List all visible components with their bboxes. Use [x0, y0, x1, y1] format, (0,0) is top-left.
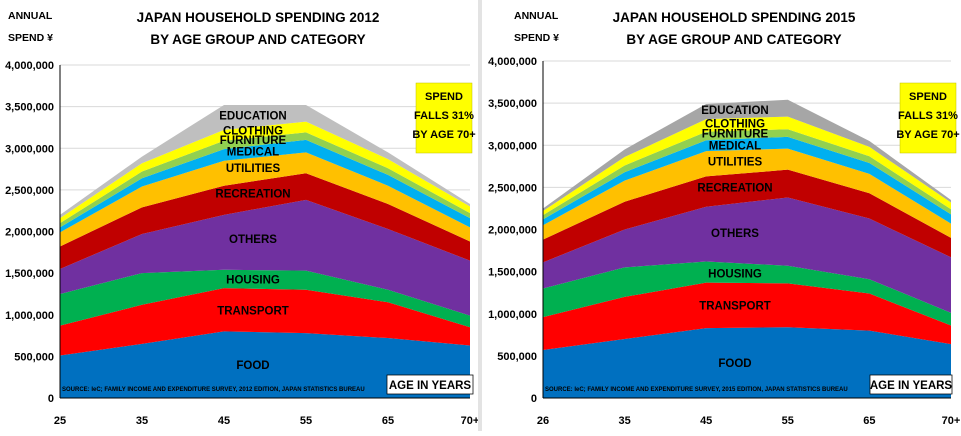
chart-title-line1: JAPAN HOUSEHOLD SPENDING 2015: [613, 10, 856, 25]
area-clothing: [543, 116, 951, 216]
y-tick-label: 3,000,000: [5, 143, 54, 155]
y-tick-label: 2,500,000: [488, 182, 537, 194]
area-medical: [60, 139, 470, 233]
area-label-housing: HOUSING: [708, 268, 762, 280]
y-tick-label: 500,000: [497, 351, 537, 363]
area-label-food: FOOD: [718, 358, 751, 370]
note-box: [899, 82, 957, 154]
chart-svg-1: FOOD TRANSPORT HOUSING OTHERS RECREATION UTIL…: [488, 10, 961, 427]
area-food: [543, 327, 951, 398]
y-tick-label: 1,500,000: [5, 268, 54, 280]
note-text-line: FALLS 31%: [414, 110, 474, 122]
y-tick-label: 500,000: [14, 351, 54, 363]
x-axis-unit-label: AGE IN YEARS: [870, 380, 953, 392]
y-tick-label: 1,000,000: [488, 309, 537, 321]
x-tick-label: 70+: [942, 415, 961, 427]
area-transport: [60, 288, 470, 356]
y-axis-label-line1: ANNUAL: [8, 10, 53, 22]
x-tick-label: 35: [136, 415, 148, 427]
y-tick-label: 3,500,000: [5, 102, 54, 114]
x-unit-box: [386, 374, 474, 395]
note-text-line: FALLS 31%: [898, 110, 958, 122]
y-tick-label: 0: [48, 393, 54, 405]
y-tick-label: 2,500,000: [5, 185, 54, 197]
y-tick-label: 2,000,000: [488, 225, 537, 237]
chart-title-line2: BY AGE GROUP AND CATEGORY: [626, 32, 841, 47]
y-axis-label-line2: SPEND ¥: [514, 32, 559, 44]
area-label-furniture: FURNITURE: [702, 129, 769, 141]
x-unit-box: [869, 374, 953, 395]
x-tick-label: 65: [863, 415, 875, 427]
y-tick-label: 1,500,000: [488, 267, 537, 279]
x-tick-label: 45: [700, 415, 712, 427]
y-tick-label: 4,000,000: [488, 56, 537, 68]
chart-svg-0: FOOD TRANSPORT HOUSING OTHERS RECREATION UTIL…: [5, 10, 479, 427]
y-tick-label: 2,000,000: [5, 227, 54, 239]
x-tick-label: 55: [782, 415, 794, 427]
area-utilities: [60, 152, 470, 247]
area-medical: [543, 136, 951, 226]
area-label-clothing: CLOTHING: [705, 119, 765, 131]
area-others: [60, 199, 470, 316]
source-note: SOURCE: IeC; FAMILY INCOME AND EXPENDITU…: [545, 387, 848, 393]
source-note: SOURCE: IeC; FAMILY INCOME AND EXPENDITU…: [62, 387, 365, 393]
area-label-others: OTHERS: [711, 228, 759, 240]
x-tick-label: 65: [382, 415, 394, 427]
note-text-line: BY AGE 70+: [896, 129, 959, 141]
y-axis-label-line1: ANNUAL: [514, 10, 559, 22]
x-tick-label: 25: [54, 415, 66, 427]
area-transport: [543, 282, 951, 350]
area-label-furniture: FURNITURE: [220, 135, 287, 147]
x-axis-unit-label: AGE IN YEARS: [389, 380, 472, 392]
y-tick-label: 3,000,000: [488, 140, 537, 152]
area-food: [60, 331, 470, 398]
area-others: [543, 197, 951, 313]
area-label-recreation: RECREATION: [215, 188, 290, 200]
y-tick-label: 4,000,000: [5, 60, 54, 72]
x-tick-label: 35: [618, 415, 630, 427]
note-text-line: BY AGE 70+: [412, 129, 475, 141]
chart-title-line1: JAPAN HOUSEHOLD SPENDING 2012: [137, 10, 380, 25]
area-label-food: FOOD: [236, 360, 269, 372]
note-text-line: SPEND: [425, 91, 463, 103]
area-housing: [60, 269, 470, 328]
area-label-clothing: CLOTHING: [223, 126, 283, 138]
x-tick-label: 26: [537, 415, 549, 427]
area-label-housing: HOUSING: [226, 275, 280, 287]
x-tick-label: 45: [218, 415, 230, 427]
panel-divider: [478, 0, 482, 431]
area-utilities: [543, 148, 951, 240]
area-housing: [543, 261, 951, 326]
y-tick-label: 3,500,000: [488, 98, 537, 110]
x-tick-label: 55: [300, 415, 312, 427]
area-label-others: OTHERS: [229, 234, 277, 246]
note-box: [415, 82, 473, 154]
area-education: [543, 99, 951, 211]
area-label-medical: MEDICAL: [709, 140, 761, 152]
area-label-education: EDUCATION: [219, 110, 287, 122]
area-education: [60, 104, 470, 219]
area-label-education: EDUCATION: [701, 105, 769, 117]
area-label-transport: TRANSPORT: [699, 300, 771, 312]
y-tick-label: 1,000,000: [5, 310, 54, 322]
x-tick-label: 70+: [461, 415, 478, 427]
area-label-utilities: UTILITIES: [708, 156, 763, 168]
area-recreation: [60, 173, 470, 269]
chart-title-line2: BY AGE GROUP AND CATEGORY: [150, 32, 365, 47]
area-furniture: [543, 129, 951, 220]
chart-panel-2015: FOOD TRANSPORT HOUSING OTHERS RECREATION UTIL…: [482, 0, 961, 431]
area-recreation: [543, 169, 951, 263]
chart-panel-2012: FOOD TRANSPORT HOUSING OTHERS RECREATION UTIL…: [0, 0, 479, 431]
y-axis-label-line2: SPEND ¥: [8, 32, 53, 44]
area-label-utilities: UTILITIES: [226, 163, 281, 175]
area-label-recreation: RECREATION: [697, 183, 772, 195]
area-label-medical: MEDICAL: [227, 147, 279, 159]
area-label-transport: TRANSPORT: [217, 306, 289, 318]
y-tick-label: 0: [531, 393, 537, 405]
note-text-line: SPEND: [909, 91, 947, 103]
